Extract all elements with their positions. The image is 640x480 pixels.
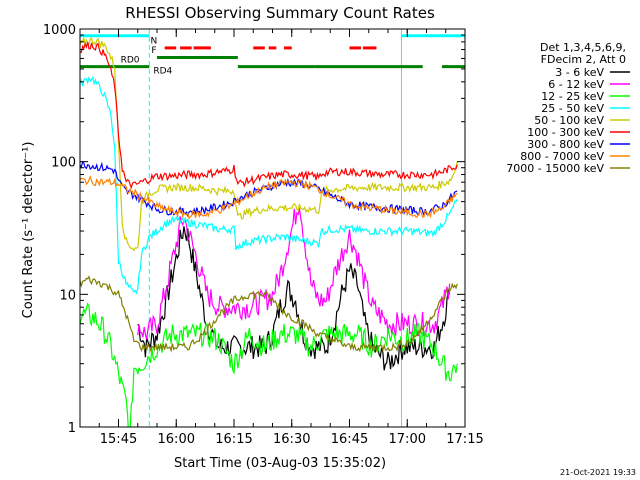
x-tick-label-5: 17:00 (389, 432, 426, 447)
series-line-7 (80, 175, 458, 220)
legend-label-3: 25 - 50 keV (541, 102, 604, 115)
x-tick-label-0: 15:45 (100, 432, 137, 447)
y-tick-label-1: 10 (59, 288, 76, 303)
state-label-3: RD4 (153, 67, 172, 77)
y-tick-label-2: 100 (51, 156, 76, 171)
x-tick-label-2: 16:15 (215, 432, 252, 447)
series-4 (80, 36, 458, 252)
series-0 (137, 226, 451, 371)
series-line-1 (137, 207, 451, 340)
chart-title: RHESSI Observing Summary Count Rates (125, 4, 435, 22)
state-label-0: N (151, 36, 158, 46)
state-label-1: F (151, 46, 156, 56)
series-line-2 (80, 302, 458, 427)
x-axis: 15:45 16:00 16:15 16:30 16:45 17:00 17:15 (79, 29, 484, 447)
series-7 (80, 175, 458, 220)
y-tick-label-0: 1 (68, 421, 76, 436)
series-8 (80, 275, 458, 353)
series-5 (80, 41, 458, 190)
series-1 (137, 207, 451, 340)
series-line-6 (80, 160, 458, 218)
y-axis: 1 10 100 1000 (43, 23, 465, 436)
x-tick-label-6: 17:15 (446, 432, 483, 447)
series-3 (80, 75, 458, 295)
x-tick-label-4: 16:45 (331, 432, 368, 447)
series-line-4 (80, 36, 458, 252)
legend-header-0: Det 1,3,4,5,6,9, (540, 41, 626, 54)
series-line-8 (80, 275, 458, 353)
legend-label-4: 50 - 100 keV (534, 114, 604, 127)
x-tick-label-1: 16:00 (158, 432, 195, 447)
state-label-2: RD0 (121, 55, 140, 65)
legend-label-5: 100 - 300 keV (527, 126, 604, 139)
legend-label-7: 800 - 7000 keV (520, 150, 604, 163)
plot-inner (80, 29, 465, 427)
series-line-5 (80, 41, 458, 190)
series-2 (80, 302, 458, 427)
footer-timestamp: 21-Oct-2021 19:33 (560, 468, 636, 477)
series-line-3 (80, 75, 458, 295)
y-tick-label-3: 1000 (43, 23, 76, 38)
series-line-0 (137, 226, 451, 371)
legend-label-1: 6 - 12 keV (548, 78, 604, 91)
y-axis-label: Count Rate (s⁻¹ detector⁻¹) (21, 142, 36, 319)
series-6 (80, 160, 458, 218)
x-tick-label-3: 16:30 (273, 432, 310, 447)
legend: Det 1,3,4,5,6,9,FDecim 2, Att 03 - 6 keV… (506, 41, 630, 175)
legend-label-2: 12 - 25 keV (541, 90, 604, 103)
plot-frame (79, 28, 466, 428)
legend-label-6: 300 - 800 keV (527, 138, 604, 151)
legend-header-1: FDecim 2, Att 0 (541, 53, 626, 66)
legend-label-8: 7000 - 15000 keV (506, 162, 604, 175)
plot-area: NF RD0 RD4 (80, 29, 465, 427)
x-axis-label: Start Time (03-Aug-03 15:35:02) (174, 456, 386, 471)
legend-label-0: 3 - 6 keV (555, 66, 604, 79)
